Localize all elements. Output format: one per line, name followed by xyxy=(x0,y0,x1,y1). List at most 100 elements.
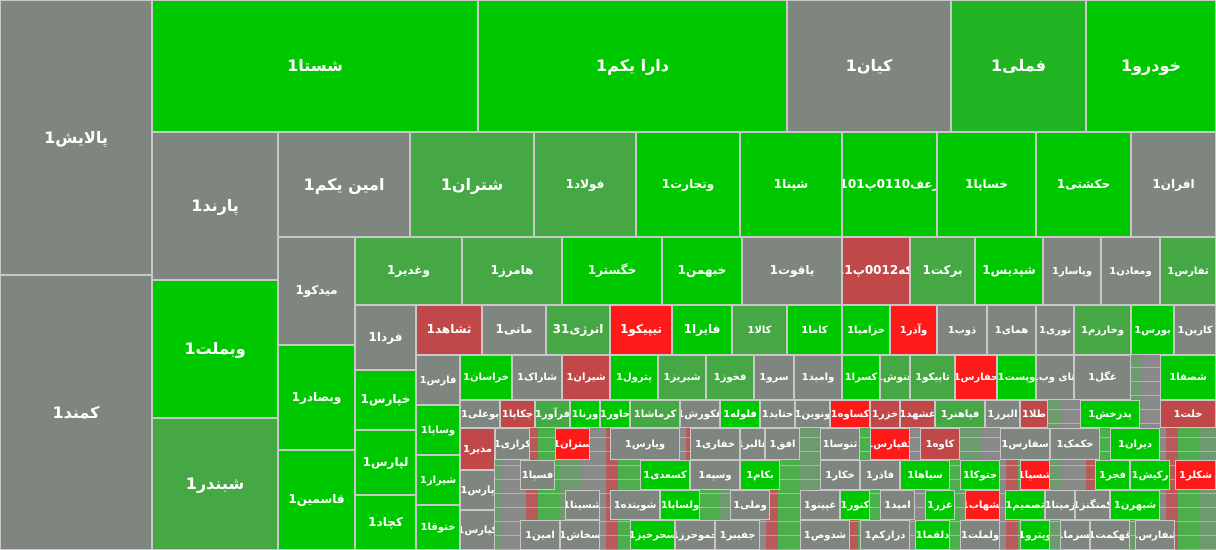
tile[interactable]: فایرا1 xyxy=(672,305,732,355)
tile[interactable]: وسپه1 xyxy=(690,460,740,490)
tile[interactable]: فاذر1 xyxy=(860,460,900,490)
tile[interactable]: ولساپا1 xyxy=(660,490,700,520)
tile[interactable]: فپاهنر1 xyxy=(935,400,985,428)
tile[interactable]: های وب1 xyxy=(1036,355,1074,400)
tile[interactable]: خفاری1 xyxy=(690,428,740,460)
tile[interactable]: ذوب1 xyxy=(937,305,987,355)
tile[interactable]: کسرا1 xyxy=(842,355,880,400)
tile[interactable]: کارین1 xyxy=(1174,305,1216,355)
tile[interactable]: کمند1 xyxy=(0,275,152,550)
tile[interactable]: شپنا1 xyxy=(740,132,842,237)
tile[interactable]: البرز1 xyxy=(985,400,1020,428)
tile[interactable]: مانی1 xyxy=(482,305,546,355)
tile[interactable]: کمنگنز1 xyxy=(1075,490,1110,520)
tile[interactable]: خگستر1 xyxy=(562,237,662,305)
tile[interactable]: کیارس1 xyxy=(460,510,495,550)
tile[interactable]: شتران1 xyxy=(410,132,534,237)
tile[interactable]: خپارس1 xyxy=(355,370,416,430)
tile[interactable]: کسعدی1 xyxy=(640,460,690,490)
tile[interactable]: خلت1 xyxy=(1160,400,1216,428)
tile[interactable]: سحرخیز1 xyxy=(630,520,675,550)
tile[interactable]: فخوز1 xyxy=(706,355,754,400)
tile[interactable]: ویارس1 xyxy=(610,428,680,460)
tile[interactable]: غگل1 xyxy=(1074,355,1131,400)
tile[interactable]: کساوه1 xyxy=(830,400,870,428)
tile[interactable]: کچاد1 xyxy=(355,495,416,550)
tile[interactable]: غپینو1 xyxy=(800,490,840,520)
tile[interactable]: حکشتی1 xyxy=(1036,132,1131,237)
tile[interactable]: کنور1 xyxy=(840,490,870,520)
tile[interactable]: ثشاهد1 xyxy=(416,305,482,355)
tile[interactable]: قاسمین1 xyxy=(278,450,355,550)
tile[interactable]: ستران1 xyxy=(555,428,590,460)
tile[interactable]: میدکو1 xyxy=(278,237,355,345)
tile[interactable]: خزامیا1 xyxy=(842,305,890,355)
tile[interactable]: بوعلی1 xyxy=(460,400,500,428)
tile[interactable]: خزر1 xyxy=(870,400,900,428)
tile[interactable]: شوینده1 xyxy=(610,490,660,520)
tile[interactable]: وتجارت1 xyxy=(636,132,740,237)
tile[interactable]: غکورش1 xyxy=(680,400,720,428)
tile[interactable]: امین یکم1 xyxy=(278,132,410,237)
tile[interactable]: ونوین1 xyxy=(795,400,830,428)
tile[interactable]: افران1 xyxy=(1131,132,1216,237)
tile[interactable]: انرژی31 xyxy=(546,305,610,355)
tile[interactable]: غنوش1 xyxy=(880,355,910,400)
tile[interactable]: شپدیس1 xyxy=(975,237,1043,305)
tile[interactable]: شاراک1 xyxy=(512,355,562,400)
tile[interactable]: فولاد1 xyxy=(534,132,636,237)
tile[interactable]: جتوکا1 xyxy=(960,460,1000,490)
tile[interactable]: سرو1 xyxy=(754,355,794,400)
tile[interactable]: خساپا1 xyxy=(937,132,1036,237)
tile[interactable]: بشهاب1 xyxy=(965,490,1000,520)
tile[interactable]: زمینا1 xyxy=(1045,490,1075,520)
tile[interactable]: فسپا1 xyxy=(520,460,555,490)
tile[interactable]: درازکم1 xyxy=(860,520,910,550)
tile[interactable]: خاور1 xyxy=(600,400,630,428)
tile[interactable]: افق1 xyxy=(765,428,800,460)
tile[interactable]: غشهد1 xyxy=(900,400,935,428)
tile[interactable]: خودرو1 xyxy=(1086,0,1216,132)
tile[interactable]: شسپا1 xyxy=(1020,460,1050,490)
tile[interactable]: غالبر1 xyxy=(740,428,765,460)
tile[interactable]: هامرز1 xyxy=(462,237,562,305)
tile[interactable]: وبصادر1 xyxy=(278,345,355,450)
tile[interactable]: خموحرز1 xyxy=(675,520,715,550)
tile[interactable]: خکمک1 xyxy=(1050,428,1100,460)
tile[interactable]: سخاش1 xyxy=(560,520,600,550)
tile[interactable]: فردا1 xyxy=(355,305,416,370)
tile[interactable]: حتاید1 xyxy=(760,400,795,428)
tile[interactable]: امین1 xyxy=(520,520,560,550)
tile[interactable]: وخارزم1 xyxy=(1074,305,1131,355)
tile[interactable]: فجر1 xyxy=(1095,460,1130,490)
tile[interactable]: سفارس1 xyxy=(1000,428,1050,460)
tile[interactable]: خکار1 xyxy=(820,460,860,490)
tile[interactable]: ختوقا1 xyxy=(416,505,460,550)
tile[interactable]: خراسان1 xyxy=(460,355,512,400)
tile[interactable]: کرماشا1 xyxy=(630,400,680,428)
tile[interactable]: بورس1 xyxy=(1131,305,1174,355)
tile[interactable]: ورنا1 xyxy=(570,400,600,428)
tile[interactable]: یاقوت1 xyxy=(742,237,842,305)
tile[interactable]: غزر1 xyxy=(925,490,955,520)
tile[interactable]: نوری1 xyxy=(1036,305,1074,355)
tile[interactable]: کیان1 xyxy=(787,0,951,132)
tile[interactable]: شصفا1 xyxy=(1160,355,1216,400)
tile[interactable]: وبملت1 xyxy=(152,280,278,418)
tile[interactable]: شسینا1 xyxy=(565,490,600,520)
tile[interactable]: پدرخش1 xyxy=(1080,400,1140,428)
tile[interactable]: کفپارس1 xyxy=(870,428,910,460)
tile[interactable]: پارند1 xyxy=(152,132,278,280)
tile[interactable]: وملی1 xyxy=(730,490,770,520)
tile[interactable]: ولملت1 xyxy=(960,520,1000,550)
tile[interactable]: ویترو1 xyxy=(1020,520,1050,550)
tile[interactable]: شبریز1 xyxy=(658,355,706,400)
tile[interactable]: دیران1 xyxy=(1110,428,1160,460)
tile[interactable]: پارس1 xyxy=(460,470,495,510)
tile[interactable]: دلقما1 xyxy=(915,520,950,550)
tile[interactable]: وپاسار1 xyxy=(1043,237,1101,305)
tile[interactable]: وپست1 xyxy=(997,355,1036,400)
tile[interactable]: همای1 xyxy=(987,305,1036,355)
tile[interactable]: وامید1 xyxy=(794,355,842,400)
tile[interactable]: تاپیکو1 xyxy=(910,355,955,400)
